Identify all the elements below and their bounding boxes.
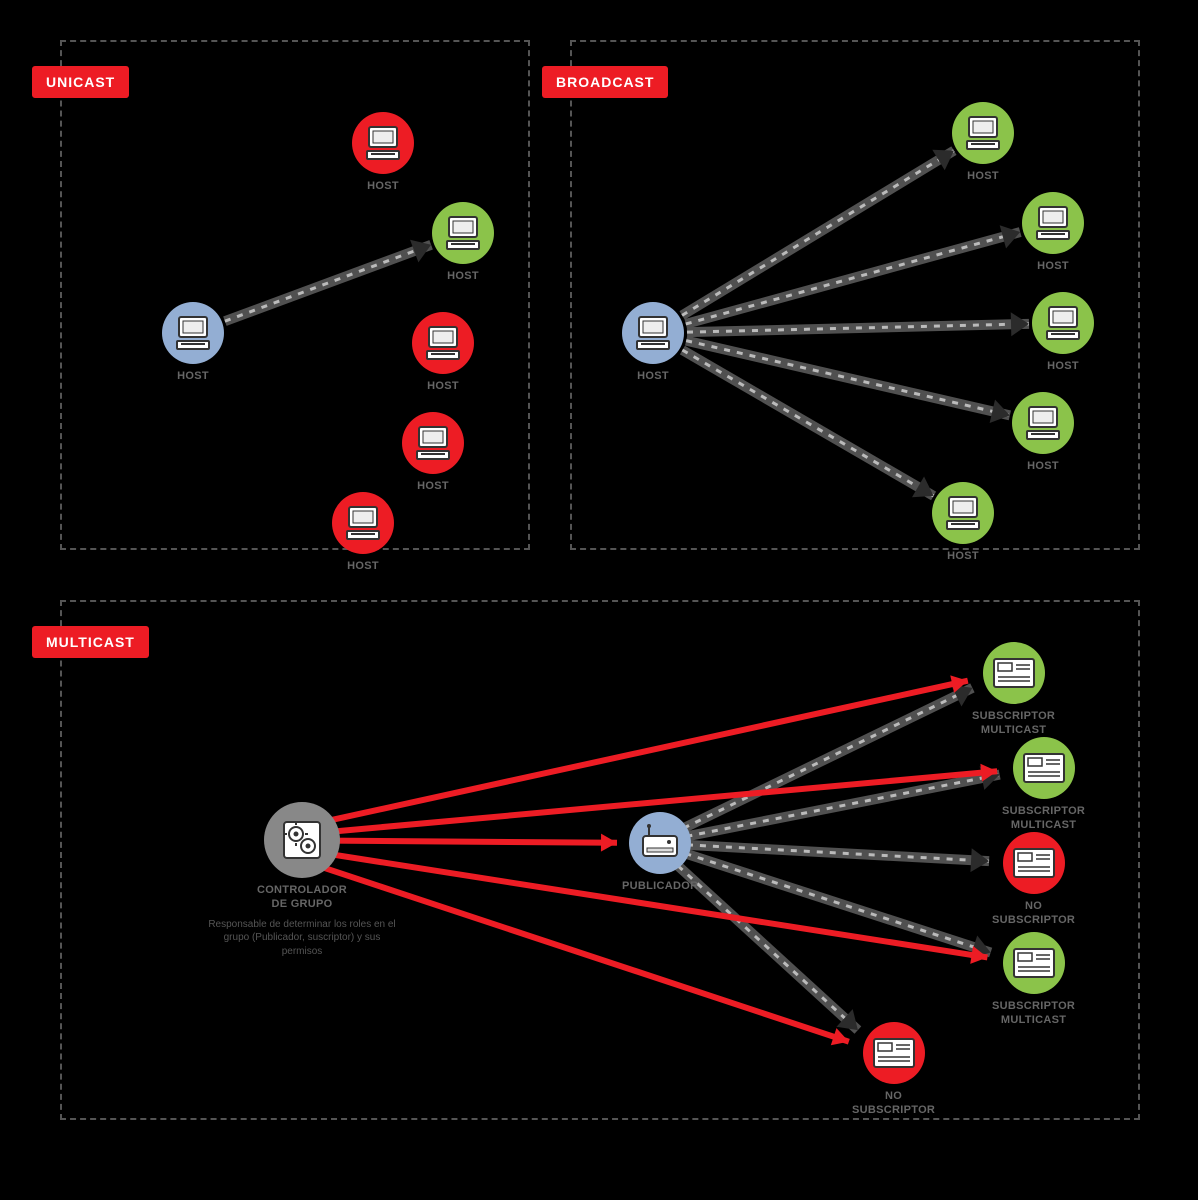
diagram-node: HOST	[402, 412, 464, 494]
diagram-node: SUBSCRIPTORMULTICAST	[1002, 737, 1085, 833]
pc-icon	[162, 302, 224, 364]
multicast-tag: MULTICAST	[32, 626, 149, 658]
router-icon	[629, 812, 691, 874]
pc-icon	[932, 482, 994, 544]
diagram-node: SUBSCRIPTORMULTICAST	[992, 932, 1075, 1028]
node-label: HOST	[177, 370, 209, 384]
diagram-node: SUBSCRIPTORMULTICAST	[972, 642, 1055, 738]
node-label: HOST	[347, 560, 379, 574]
diagram-node: HOST	[1022, 192, 1084, 274]
pc-icon	[332, 492, 394, 554]
node-label: SUBSCRIPTORMULTICAST	[1002, 805, 1085, 833]
node-label: HOST	[1047, 360, 1079, 374]
pc-icon	[412, 312, 474, 374]
gear-icon	[264, 802, 340, 878]
pc-icon	[432, 202, 494, 264]
diagram-node: NOSUBSCRIPTOR	[852, 1022, 935, 1118]
node-label: HOST	[367, 180, 399, 194]
device-icon	[1013, 737, 1075, 799]
broadcast-tag: BROADCAST	[542, 66, 668, 98]
node-label: NOSUBSCRIPTOR	[992, 900, 1075, 928]
pc-icon	[1032, 292, 1094, 354]
device-icon	[1003, 932, 1065, 994]
node-label: PUBLICADOR	[622, 880, 698, 894]
diagram-node: HOST	[432, 202, 494, 284]
node-label: NOSUBSCRIPTOR	[852, 1090, 935, 1118]
diagram-node: HOST	[622, 302, 684, 384]
node-label: HOST	[427, 380, 459, 394]
diagram-node: HOST	[932, 482, 994, 564]
diagram-node: HOST	[952, 102, 1014, 184]
device-icon	[983, 642, 1045, 704]
diagram-node: HOST	[352, 112, 414, 194]
pc-icon	[1012, 392, 1074, 454]
broadcast-panel: HOST HOST HOST HOST HOST HOST	[570, 40, 1140, 550]
node-label: HOST	[1037, 260, 1069, 274]
node-label: HOST	[947, 550, 979, 564]
diagram-node: HOST	[162, 302, 224, 384]
node-label: HOST	[417, 480, 449, 494]
node-label: CONTROLADORDE GRUPO	[257, 884, 347, 912]
node-label: SUBSCRIPTORMULTICAST	[992, 1000, 1075, 1028]
diagram-node: CONTROLADORDE GRUPO Responsable de determ…	[202, 802, 402, 958]
node-label: HOST	[967, 170, 999, 184]
unicast-tag: UNICAST	[32, 66, 129, 98]
pc-icon	[952, 102, 1014, 164]
pc-icon	[622, 302, 684, 364]
device-icon	[1003, 832, 1065, 894]
node-label: HOST	[1027, 460, 1059, 474]
device-icon	[863, 1022, 925, 1084]
diagram-node: HOST	[332, 492, 394, 574]
unicast-panel: HOST HOST HOST HOST HOST HOST	[60, 40, 530, 550]
node-label: HOST	[447, 270, 479, 284]
diagram-node: HOST	[1012, 392, 1074, 474]
multicast-panel: CONTROLADORDE GRUPO Responsable de determ…	[60, 600, 1140, 1120]
pc-icon	[352, 112, 414, 174]
diagram-node: HOST	[1032, 292, 1094, 374]
diagram-node: NOSUBSCRIPTOR	[992, 832, 1075, 928]
diagram-node: PUBLICADOR	[622, 812, 698, 894]
pc-icon	[402, 412, 464, 474]
node-sublabel: Responsable de determinar los roles en e…	[202, 918, 402, 959]
node-label: SUBSCRIPTORMULTICAST	[972, 710, 1055, 738]
pc-icon	[1022, 192, 1084, 254]
node-label: HOST	[637, 370, 669, 384]
diagram-node: HOST	[412, 312, 474, 394]
